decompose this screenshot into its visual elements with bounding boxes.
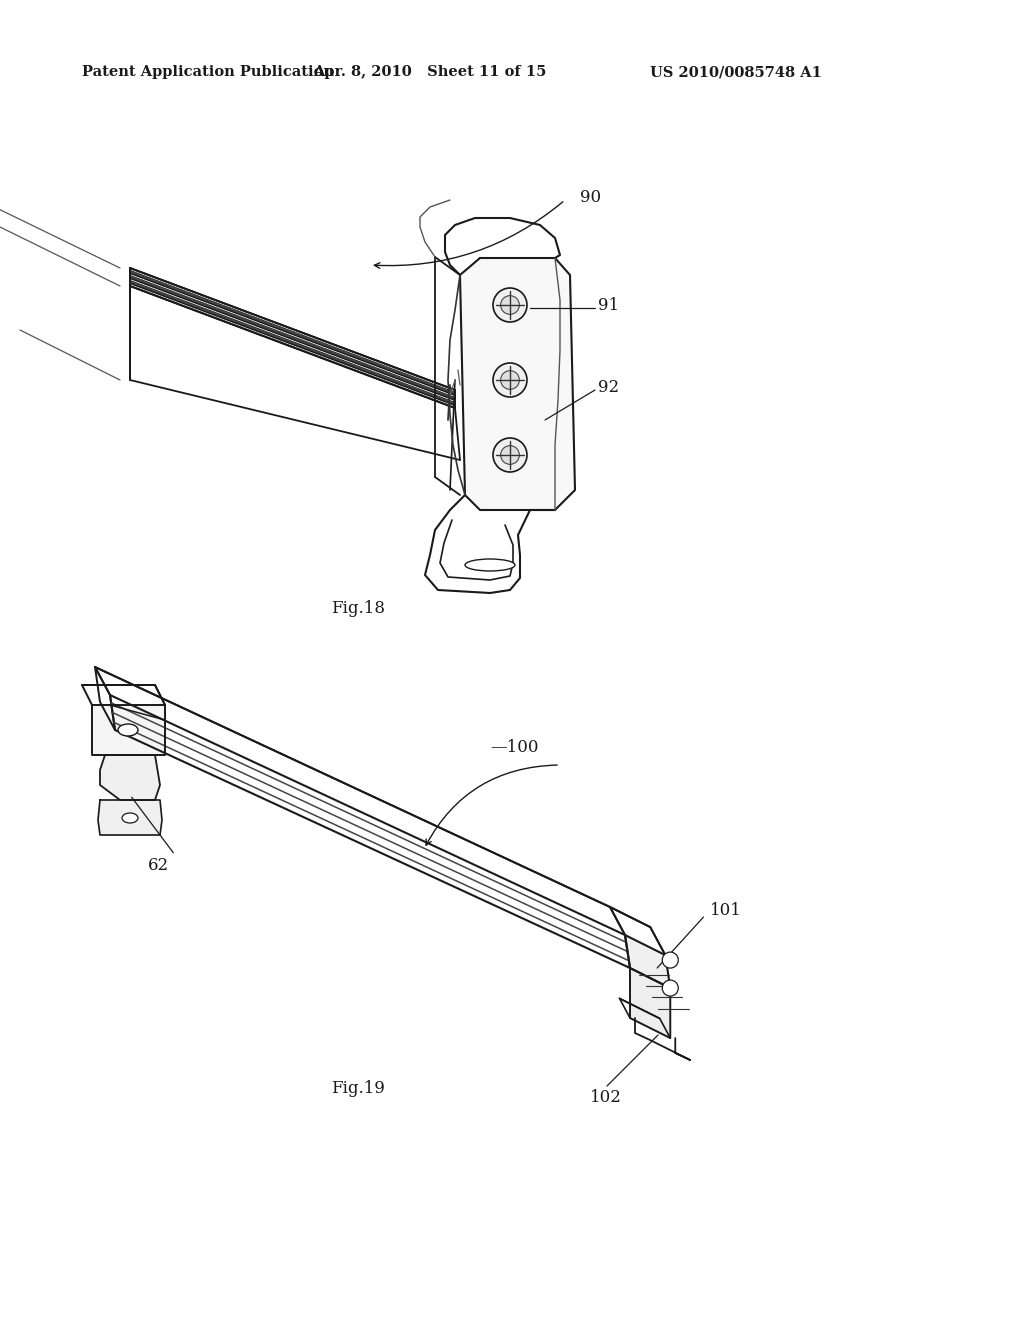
Polygon shape <box>98 800 162 836</box>
Polygon shape <box>630 968 671 1038</box>
Polygon shape <box>92 705 165 755</box>
Circle shape <box>493 288 527 322</box>
Polygon shape <box>460 257 575 510</box>
Text: 92: 92 <box>598 380 620 396</box>
Text: Fig.18: Fig.18 <box>331 601 385 616</box>
Circle shape <box>493 363 527 397</box>
Circle shape <box>663 952 678 968</box>
Polygon shape <box>100 755 160 800</box>
Circle shape <box>501 446 519 465</box>
Ellipse shape <box>465 558 515 572</box>
Circle shape <box>663 979 678 997</box>
Polygon shape <box>625 935 671 989</box>
Circle shape <box>493 438 527 473</box>
Text: 91: 91 <box>598 297 620 314</box>
Text: Apr. 8, 2010   Sheet 11 of 15: Apr. 8, 2010 Sheet 11 of 15 <box>313 65 547 79</box>
Text: Patent Application Publication: Patent Application Publication <box>82 65 334 79</box>
Text: 101: 101 <box>711 902 742 919</box>
Circle shape <box>501 371 519 389</box>
Circle shape <box>501 296 519 314</box>
Text: US 2010/0085748 A1: US 2010/0085748 A1 <box>650 65 822 79</box>
Text: 102: 102 <box>590 1089 622 1106</box>
Text: 62: 62 <box>148 857 169 874</box>
Ellipse shape <box>118 723 138 737</box>
Ellipse shape <box>122 813 138 822</box>
Text: 90: 90 <box>580 190 601 206</box>
Text: Fig.19: Fig.19 <box>331 1080 385 1097</box>
Text: —100: —100 <box>490 739 539 756</box>
